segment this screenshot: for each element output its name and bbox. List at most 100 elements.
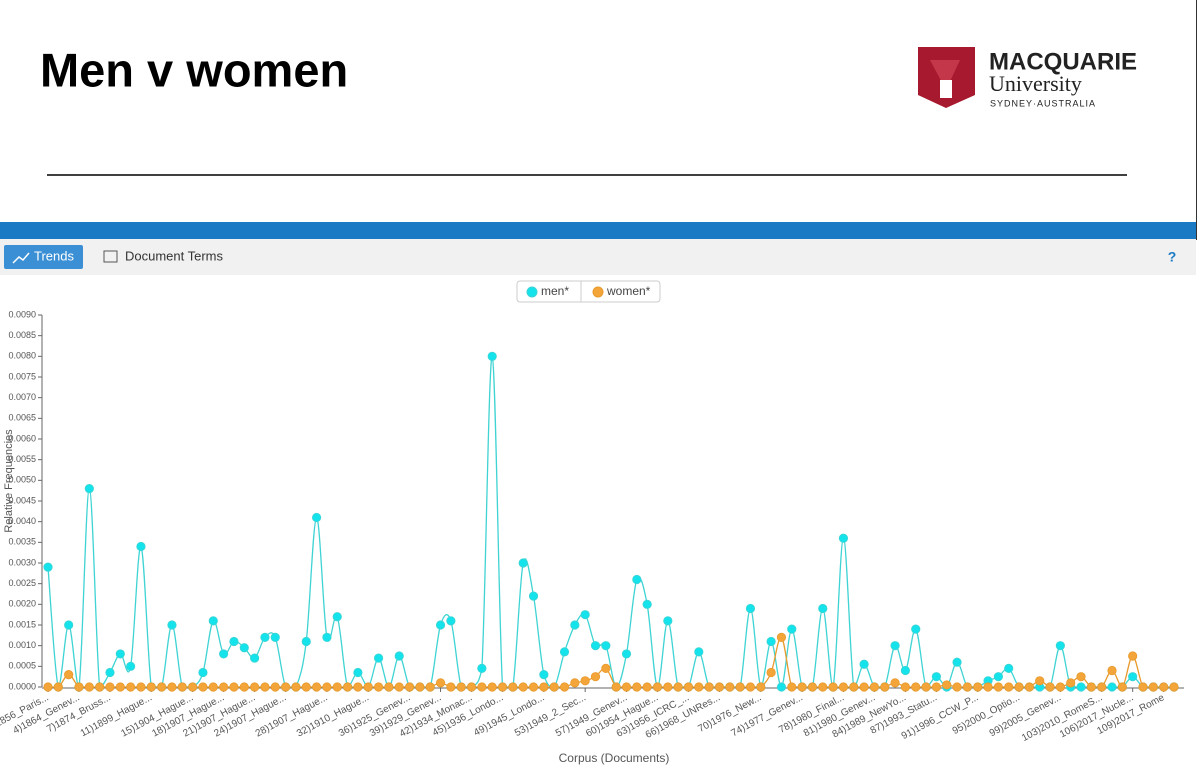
point [95, 682, 105, 692]
y-axis-label: Relative Frequencies [3, 429, 15, 533]
point [745, 682, 756, 692]
point [766, 667, 776, 678]
point [590, 672, 601, 682]
point [229, 682, 239, 692]
point [167, 620, 177, 630]
y-tick-label: 0.0040 [8, 516, 36, 526]
legend-label: women* [606, 284, 651, 298]
point [487, 351, 497, 361]
point [601, 641, 611, 651]
point [559, 647, 570, 657]
point [167, 682, 177, 692]
point [1024, 682, 1034, 692]
point [849, 682, 859, 692]
point [952, 657, 962, 667]
point [632, 682, 642, 692]
point [528, 591, 539, 601]
point [931, 682, 942, 692]
point [74, 682, 84, 692]
point [983, 682, 993, 692]
point [911, 682, 921, 692]
point [838, 533, 849, 543]
point [115, 649, 125, 659]
help[interactable]: ? [1168, 249, 1177, 265]
point [311, 512, 322, 523]
point [559, 682, 570, 692]
point [704, 682, 714, 692]
point [446, 682, 456, 692]
point [270, 632, 280, 643]
point [394, 651, 404, 661]
point [694, 647, 704, 657]
logo-lighthouse [940, 80, 952, 98]
point [239, 682, 249, 692]
point [900, 665, 911, 676]
point [725, 682, 735, 692]
point [756, 682, 766, 692]
point [332, 682, 342, 692]
point [229, 636, 239, 647]
y-tick-label: 0.0045 [8, 495, 36, 505]
point [611, 682, 621, 692]
point [818, 682, 828, 692]
point [1055, 641, 1065, 651]
point [735, 682, 745, 692]
point [508, 682, 518, 692]
point [590, 641, 601, 651]
point [911, 624, 921, 634]
point [1045, 682, 1055, 692]
point [952, 682, 962, 692]
point [1076, 672, 1086, 682]
point [64, 620, 74, 630]
point [435, 620, 446, 630]
point [177, 682, 187, 692]
y-tick-label: 0.0025 [8, 578, 36, 588]
tab-active[interactable] [4, 245, 83, 269]
point [518, 558, 528, 568]
point [539, 682, 549, 692]
point [880, 682, 890, 692]
point [787, 682, 797, 692]
point [580, 610, 590, 620]
point [518, 682, 528, 692]
logo-facet [930, 60, 960, 90]
y-tick-label: 0.0070 [8, 392, 36, 402]
point [332, 612, 342, 622]
point [404, 682, 415, 692]
point [549, 682, 559, 692]
point [1014, 682, 1024, 692]
legend-marker [526, 286, 538, 298]
point [373, 653, 384, 663]
point [394, 682, 404, 692]
point [446, 616, 456, 626]
point [601, 663, 611, 674]
point [208, 682, 218, 692]
point [1159, 682, 1169, 692]
point [1107, 682, 1117, 692]
point [322, 632, 332, 643]
point [342, 682, 353, 692]
point [642, 682, 652, 692]
point [528, 682, 539, 692]
y-tick-label: 0.0055 [8, 454, 36, 464]
y-tick-label: 0.0050 [8, 475, 36, 485]
point [818, 603, 828, 614]
point [962, 682, 972, 692]
tab-label[interactable]: Document Terms [125, 248, 224, 263]
point [1097, 682, 1107, 692]
point [1004, 663, 1014, 674]
point [776, 632, 787, 643]
point [250, 682, 260, 692]
tab-label[interactable]: Trends [34, 248, 74, 263]
y-tick-label: 0.0010 [8, 640, 36, 650]
point [260, 632, 270, 643]
point [260, 682, 270, 692]
x-axis-label: Corpus (Documents) [559, 751, 670, 765]
point [973, 682, 983, 692]
point [1004, 682, 1014, 692]
app-header [0, 222, 1196, 239]
point [652, 682, 663, 692]
point [580, 676, 590, 686]
